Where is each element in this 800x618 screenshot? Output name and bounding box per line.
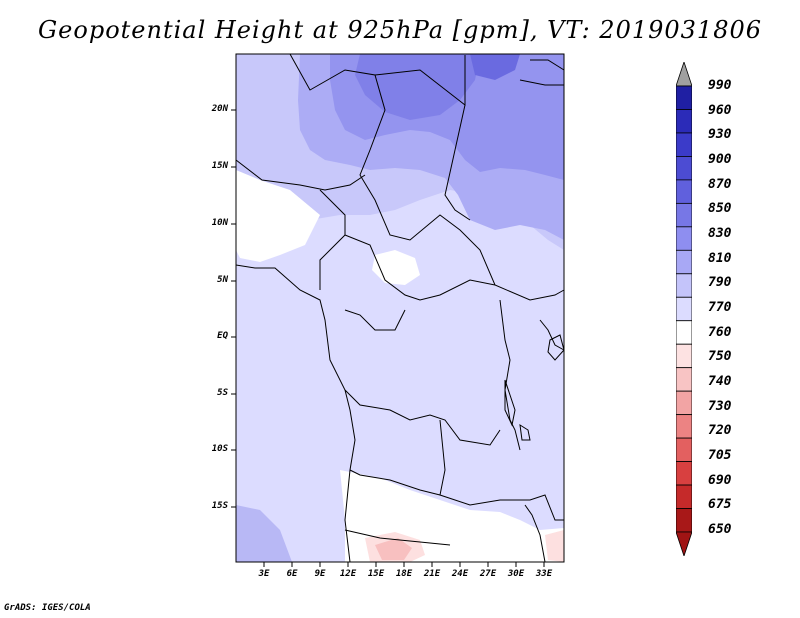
colorbar-box (676, 109, 692, 134)
colorbar-level-label: 740 (708, 374, 732, 389)
colorbar-level-label: 830 (708, 226, 732, 241)
colorbar-box (676, 202, 692, 228)
colorbar-level-label: 900 (708, 152, 732, 167)
contour-790-southwest (236, 505, 292, 562)
chart-title: Geopotential Height at 925hPa [gpm], VT:… (38, 16, 762, 44)
lon-label: 33E (535, 569, 553, 579)
colorbar-box (676, 367, 692, 392)
contour-750-south (375, 538, 412, 560)
colorbar-level-label: 705 (708, 448, 732, 463)
lon-label: 15E (367, 569, 385, 579)
map-frame (235, 53, 565, 563)
lat-label: 5N (217, 275, 228, 285)
colorbar-level-label: 720 (708, 423, 732, 438)
colorbar-level-label: 750 (708, 349, 732, 364)
colorbar-level-label: 790 (708, 275, 732, 290)
colorbar-box (676, 179, 692, 204)
colorbar-level-label: 730 (708, 399, 732, 414)
colorbar-box (676, 437, 692, 462)
colorbar-level-label: 770 (708, 300, 732, 315)
colorbar-box (676, 85, 692, 110)
lat-label: 15S (211, 501, 228, 511)
contour-770-west (236, 170, 320, 262)
colorbar-bottom-arrow (676, 531, 692, 556)
colorbar-box (676, 156, 692, 181)
lon-label: 21E (423, 569, 441, 579)
colorbar-box (676, 508, 692, 533)
colorbar-level-label: 810 (708, 251, 732, 266)
lat-tick-marks (231, 109, 236, 508)
country-borders (235, 53, 565, 563)
colorbar-level-label: 650 (708, 522, 732, 537)
colorbar (676, 62, 692, 556)
lon-label: 12E (339, 569, 357, 579)
colorbar-top-arrow (676, 62, 692, 87)
lon-label: 3E (258, 569, 270, 579)
colorbar-level-label: 990 (708, 78, 732, 93)
lon-label: 24E (451, 569, 469, 579)
colorbar-box (676, 296, 692, 322)
lon-label: 6E (286, 569, 298, 579)
colorbar-box (676, 226, 692, 251)
colorbar-level-label: 690 (708, 473, 732, 488)
lon-label: 27E (479, 569, 497, 579)
lat-label: 10S (211, 444, 228, 454)
contour-870 (470, 54, 520, 80)
colorbar-level-label: 850 (708, 201, 732, 216)
colorbar-level-label: 870 (708, 177, 732, 192)
colorbar-box (676, 390, 692, 416)
lon-label: 9E (314, 569, 326, 579)
lon-label: 30E (507, 569, 525, 579)
lat-label: 10N (211, 218, 228, 228)
lat-label: 5S (217, 388, 228, 398)
lat-label: 20N (211, 104, 228, 114)
lon-tick-marks (263, 562, 545, 567)
contour-770-center (372, 250, 420, 285)
lat-label: 15N (211, 161, 228, 171)
colorbar-box (676, 320, 692, 345)
colorbar-box (676, 343, 692, 369)
colorbar-level-label: 675 (708, 497, 732, 512)
colorbar-box (676, 249, 692, 275)
footer-credit: GrADS: IGES/COLA (4, 603, 91, 613)
lon-label: 18E (395, 569, 413, 579)
colorbar-box (676, 132, 692, 157)
colorbar-level-label: 960 (708, 103, 732, 118)
colorbar-box (676, 414, 692, 439)
lake-outlines (504, 334, 565, 441)
contour-760-southeast (545, 530, 564, 562)
contour-850 (355, 54, 480, 120)
colorbar-level-label: 760 (708, 325, 732, 340)
lat-label: EQ (217, 331, 228, 341)
colorbar-box (676, 273, 692, 298)
colorbar-box (676, 461, 692, 486)
colorbar-level-label: 930 (708, 127, 732, 142)
colorbar-box (676, 484, 692, 509)
